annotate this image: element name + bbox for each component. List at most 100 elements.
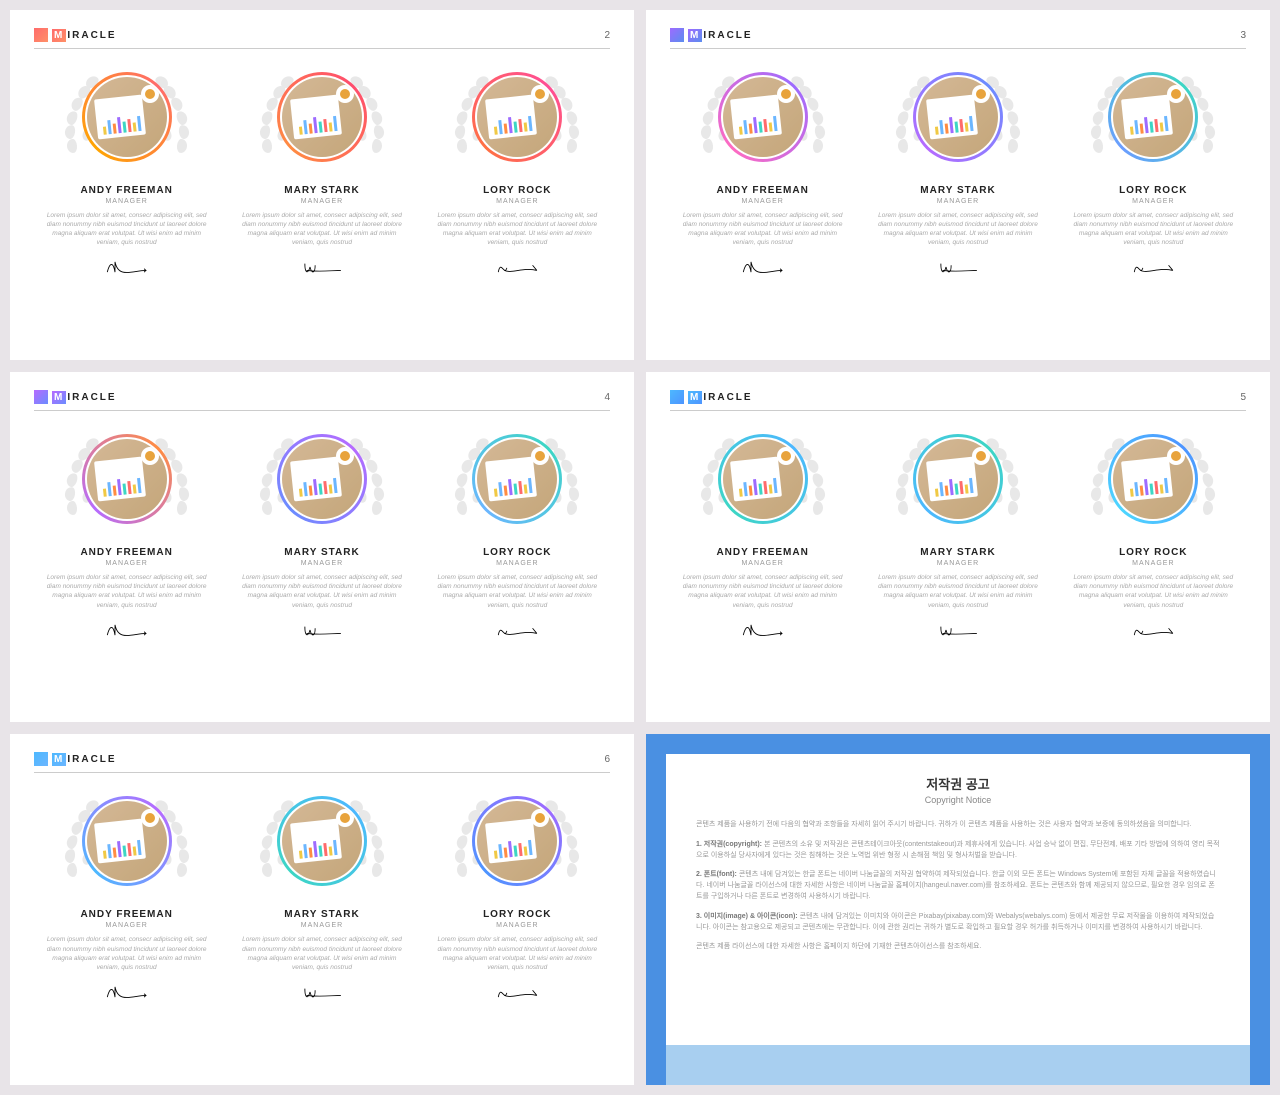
person-description: Lorem ipsum dolor sit amet, consecr adip… bbox=[232, 573, 412, 609]
person-role: MANAGER bbox=[673, 198, 853, 205]
people-row: ANDY FREEMAN MANAGER Lorem ipsum dolor s… bbox=[34, 419, 610, 651]
person-card: MARY STARK MANAGER Lorem ipsum dolor sit… bbox=[868, 429, 1048, 641]
person-description: Lorem ipsum dolor sit amet, consecr adip… bbox=[868, 211, 1048, 247]
person-description: Lorem ipsum dolor sit amet, consecr adip… bbox=[1063, 573, 1243, 609]
logo-icon bbox=[670, 28, 684, 42]
avatar-ring bbox=[718, 434, 808, 524]
person-description: Lorem ipsum dolor sit amet, consecr adip… bbox=[427, 211, 607, 247]
badge bbox=[447, 429, 587, 539]
avatar-image bbox=[918, 77, 998, 157]
person-role: MANAGER bbox=[37, 198, 217, 205]
person-name: ANDY FREEMAN bbox=[37, 909, 217, 920]
signature-icon bbox=[232, 255, 412, 279]
avatar-image bbox=[87, 439, 167, 519]
avatar-image bbox=[1113, 77, 1193, 157]
signature-icon bbox=[673, 255, 853, 279]
avatar-ring bbox=[472, 796, 562, 886]
signature-icon bbox=[868, 255, 1048, 279]
slide: MIRACLE 2 ANDY FREEMAN MANAGER Lorem ips… bbox=[10, 10, 634, 360]
page-number: 6 bbox=[604, 754, 610, 765]
slide-header: MIRACLE 6 bbox=[34, 752, 610, 773]
person-card: MARY STARK MANAGER Lorem ipsum dolor sit… bbox=[232, 429, 412, 641]
signature-icon bbox=[1063, 255, 1243, 279]
avatar-ring bbox=[718, 72, 808, 162]
slide-header: MIRACLE 5 bbox=[670, 390, 1246, 411]
brand-text: MIRACLE bbox=[52, 392, 117, 403]
badge bbox=[447, 67, 587, 177]
person-name: MARY STARK bbox=[232, 547, 412, 558]
avatar-ring bbox=[277, 72, 367, 162]
badge bbox=[57, 791, 197, 901]
person-description: Lorem ipsum dolor sit amet, consecr adip… bbox=[427, 935, 607, 971]
badge bbox=[447, 791, 587, 901]
slide-header: MIRACLE 2 bbox=[34, 28, 610, 49]
slide: MIRACLE 5 ANDY FREEMAN MANAGER Lorem ips… bbox=[646, 372, 1270, 722]
person-role: MANAGER bbox=[37, 922, 217, 929]
signature-icon bbox=[673, 618, 853, 642]
badge bbox=[693, 429, 833, 539]
signature-icon bbox=[37, 980, 217, 1004]
avatar-ring bbox=[913, 434, 1003, 524]
signature-icon bbox=[37, 255, 217, 279]
avatar-ring bbox=[1108, 434, 1198, 524]
avatar-ring bbox=[913, 72, 1003, 162]
avatar-ring bbox=[1108, 72, 1198, 162]
person-role: MANAGER bbox=[427, 198, 607, 205]
brand-text: MIRACLE bbox=[52, 30, 117, 41]
person-role: MANAGER bbox=[868, 560, 1048, 567]
avatar-ring bbox=[472, 72, 562, 162]
badge bbox=[1083, 67, 1223, 177]
slide-header: MIRACLE 4 bbox=[34, 390, 610, 411]
person-role: MANAGER bbox=[673, 560, 853, 567]
brand-text: MIRACLE bbox=[688, 392, 753, 403]
person-card: LORY ROCK MANAGER Lorem ipsum dolor sit … bbox=[1063, 67, 1243, 279]
person-role: MANAGER bbox=[232, 922, 412, 929]
person-name: MARY STARK bbox=[232, 909, 412, 920]
signature-icon bbox=[427, 255, 607, 279]
logo-icon bbox=[670, 390, 684, 404]
badge bbox=[1083, 429, 1223, 539]
slide: MIRACLE 3 ANDY FREEMAN MANAGER Lorem ips… bbox=[646, 10, 1270, 360]
avatar-ring bbox=[82, 72, 172, 162]
copyright-title: 저작권 공고 bbox=[696, 774, 1220, 793]
avatar-ring bbox=[82, 796, 172, 886]
person-card: LORY ROCK MANAGER Lorem ipsum dolor sit … bbox=[427, 67, 607, 279]
signature-icon bbox=[232, 980, 412, 1004]
person-card: ANDY FREEMAN MANAGER Lorem ipsum dolor s… bbox=[673, 429, 853, 641]
avatar-ring bbox=[82, 434, 172, 524]
person-name: LORY ROCK bbox=[427, 909, 607, 920]
person-name: ANDY FREEMAN bbox=[673, 185, 853, 196]
signature-icon bbox=[427, 980, 607, 1004]
avatar-image bbox=[723, 77, 803, 157]
person-description: Lorem ipsum dolor sit amet, consecr adip… bbox=[427, 573, 607, 609]
avatar-ring bbox=[472, 434, 562, 524]
person-name: MARY STARK bbox=[868, 547, 1048, 558]
badge bbox=[252, 429, 392, 539]
person-role: MANAGER bbox=[232, 560, 412, 567]
person-name: LORY ROCK bbox=[1063, 547, 1243, 558]
copyright-subtitle: Copyright Notice bbox=[696, 795, 1220, 805]
avatar-image bbox=[282, 77, 362, 157]
person-card: ANDY FREEMAN MANAGER Lorem ipsum dolor s… bbox=[37, 67, 217, 279]
people-row: ANDY FREEMAN MANAGER Lorem ipsum dolor s… bbox=[34, 57, 610, 289]
person-card: LORY ROCK MANAGER Lorem ipsum dolor sit … bbox=[1063, 429, 1243, 641]
copyright-slide: 저작권 공고 Copyright Notice 콘텐츠 제품을 사용하기 전에 … bbox=[646, 734, 1270, 1084]
avatar-ring bbox=[277, 434, 367, 524]
copyright-footer-bar bbox=[666, 1045, 1250, 1085]
person-role: MANAGER bbox=[232, 198, 412, 205]
person-role: MANAGER bbox=[1063, 198, 1243, 205]
badge bbox=[888, 67, 1028, 177]
avatar-image bbox=[1113, 439, 1193, 519]
page-number: 4 bbox=[604, 392, 610, 403]
slide-header: MIRACLE 3 bbox=[670, 28, 1246, 49]
person-description: Lorem ipsum dolor sit amet, consecr adip… bbox=[232, 935, 412, 971]
person-card: LORY ROCK MANAGER Lorem ipsum dolor sit … bbox=[427, 791, 607, 1003]
person-description: Lorem ipsum dolor sit amet, consecr adip… bbox=[37, 211, 217, 247]
signature-icon bbox=[868, 618, 1048, 642]
person-card: ANDY FREEMAN MANAGER Lorem ipsum dolor s… bbox=[673, 67, 853, 279]
people-row: ANDY FREEMAN MANAGER Lorem ipsum dolor s… bbox=[670, 419, 1246, 651]
person-description: Lorem ipsum dolor sit amet, consecr adip… bbox=[868, 573, 1048, 609]
avatar-image bbox=[477, 439, 557, 519]
person-description: Lorem ipsum dolor sit amet, consecr adip… bbox=[673, 573, 853, 609]
page-number: 5 bbox=[1240, 392, 1246, 403]
